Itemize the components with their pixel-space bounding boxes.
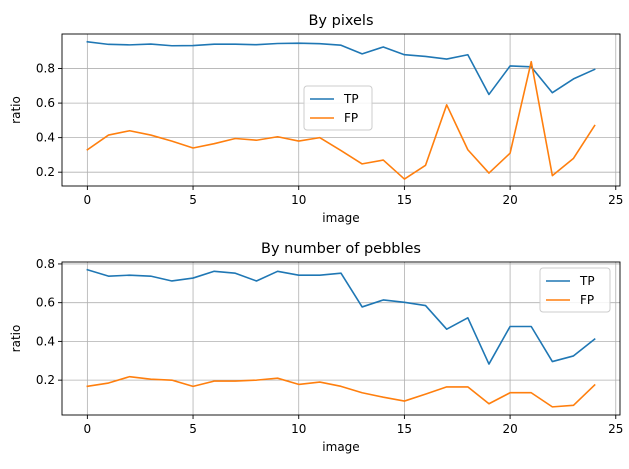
x-tick-label: 0 (84, 422, 92, 436)
y-axis-label: ratio (9, 96, 23, 124)
chart-title: By number of pebbles (261, 241, 421, 257)
legend-label-tp: TP (343, 92, 359, 106)
y-tick-label: 0.4 (36, 131, 55, 145)
y-tick-label: 0.8 (36, 257, 55, 271)
legend: TP FP (303, 85, 373, 131)
y-tick-label: 0.2 (36, 373, 55, 387)
chart-by-number-of-pebbles: 0 5 10 15 20 25 0.2 0.4 0.6 0.8 By number of pebbl… (9, 241, 623, 454)
series-line-tp (86, 268, 596, 365)
y-tick-label: 0.8 (36, 62, 55, 76)
x-tick-label: 15 (397, 422, 412, 436)
x-tick-label: 5 (189, 422, 197, 436)
y-tick-label: 0.6 (36, 296, 55, 310)
series-line-fp (86, 375, 596, 408)
axes-frame (61, 261, 621, 416)
x-tick-label: 5 (189, 193, 197, 207)
y-tick-label: 0.4 (36, 334, 55, 348)
series-line-fp (86, 60, 596, 180)
y-tick-label: 0.2 (36, 165, 55, 179)
x-tick-label: 20 (502, 422, 517, 436)
x-tick-label: 0 (84, 193, 92, 207)
legend-label-tp: TP (579, 274, 595, 288)
y-axis-label: ratio (9, 325, 23, 353)
chart-title: By pixels (308, 13, 373, 29)
x-tick-label: 10 (291, 422, 306, 436)
x-axis-label: image (322, 440, 359, 454)
x-tick-label: 10 (291, 193, 306, 207)
x-tick-label: 20 (502, 193, 517, 207)
legend-label-fp: FP (344, 111, 358, 125)
x-tick-label: 15 (397, 193, 412, 207)
series-line-tp (86, 40, 596, 96)
axes-frame (61, 33, 621, 187)
chart-by-pixels: 0 5 10 15 20 25 0.2 0.4 0.6 0.8 By pixels image rati… (9, 13, 623, 225)
x-tick-label: 25 (608, 193, 623, 207)
legend-label-fp: FP (580, 293, 594, 307)
x-axis-label: image (322, 211, 359, 225)
y-tick-label: 0.6 (36, 96, 55, 110)
x-tick-label: 25 (608, 422, 623, 436)
legend: TP FP (539, 267, 611, 313)
legend-box (539, 267, 611, 313)
legend-box (303, 85, 373, 131)
